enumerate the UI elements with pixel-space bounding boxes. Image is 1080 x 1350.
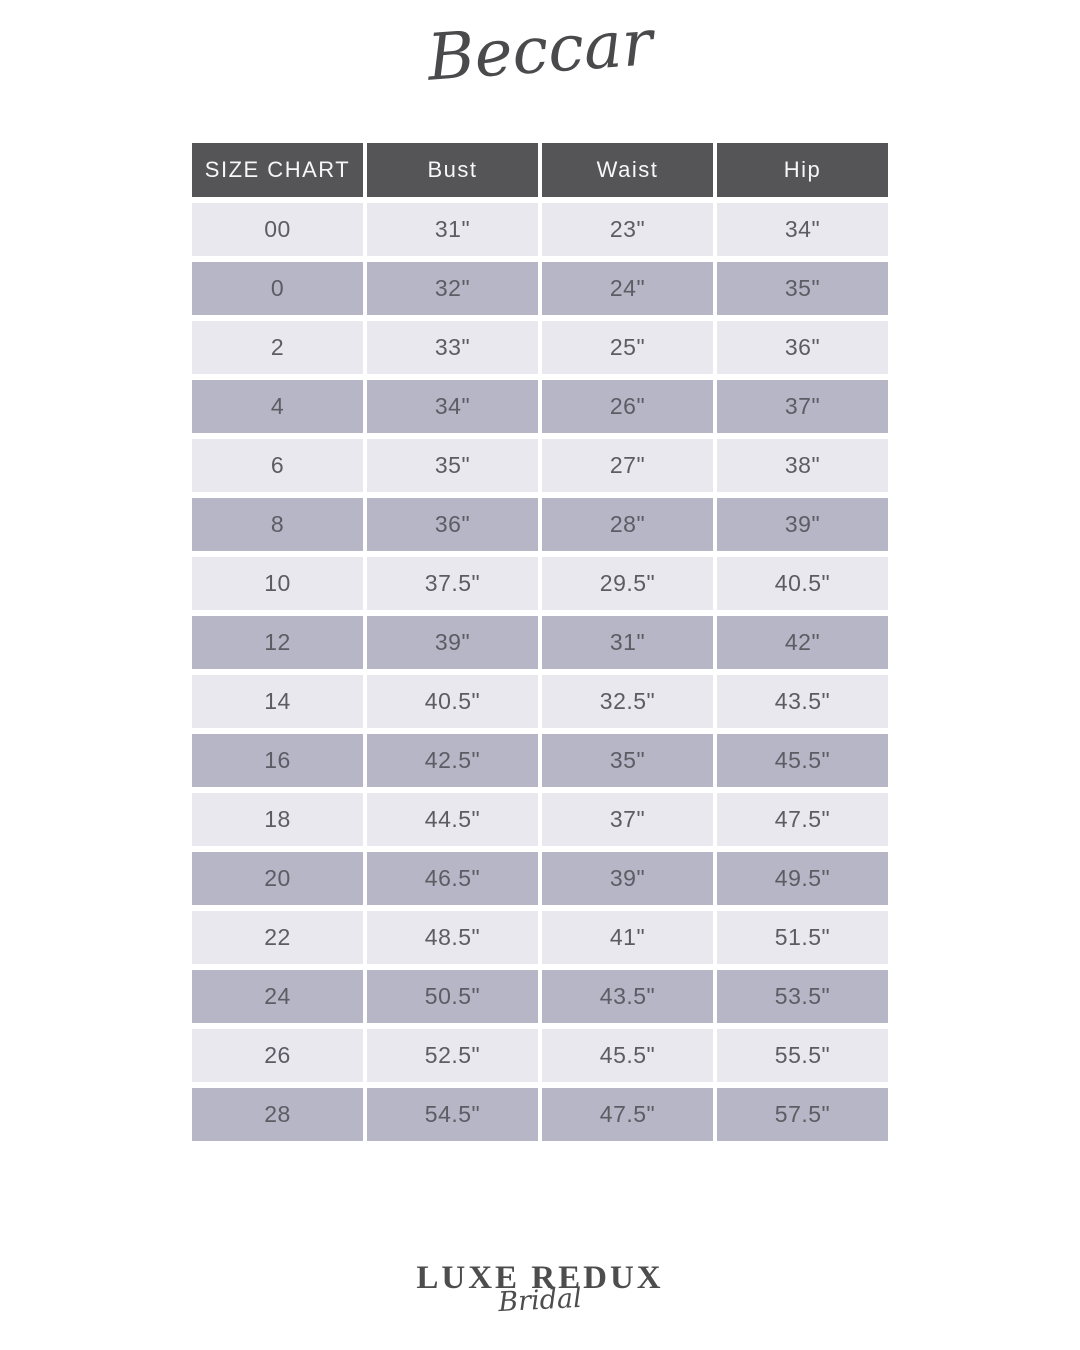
size-cell: 18 (192, 793, 363, 846)
measurement-cell: 53.5" (717, 970, 888, 1023)
measurement-cell: 34" (717, 203, 888, 256)
measurement-cell: 35" (542, 734, 713, 787)
measurement-cell: 32" (367, 262, 538, 315)
measurement-cell: 44.5" (367, 793, 538, 846)
measurement-cell: 42.5" (367, 734, 538, 787)
measurement-cell: 49.5" (717, 852, 888, 905)
measurement-cell: 35" (367, 439, 538, 492)
measurement-cell: 33" (367, 321, 538, 374)
measurement-cell: 45.5" (717, 734, 888, 787)
measurement-cell: 25" (542, 321, 713, 374)
measurement-cell: 31" (367, 203, 538, 256)
column-header: Hip (717, 143, 888, 197)
column-header: SIZE CHART (192, 143, 363, 197)
measurement-cell: 39" (542, 852, 713, 905)
measurement-cell: 36" (367, 498, 538, 551)
measurement-cell: 32.5" (542, 675, 713, 728)
measurement-cell: 37" (542, 793, 713, 846)
measurement-cell: 47.5" (542, 1088, 713, 1141)
measurement-cell: 37.5" (367, 557, 538, 610)
size-cell: 2 (192, 321, 363, 374)
measurement-cell: 43.5" (542, 970, 713, 1023)
measurement-cell: 29.5" (542, 557, 713, 610)
size-cell: 0 (192, 262, 363, 315)
size-cell: 10 (192, 557, 363, 610)
measurement-cell: 48.5" (367, 911, 538, 964)
measurement-cell: 28" (542, 498, 713, 551)
measurement-cell: 23" (542, 203, 713, 256)
measurement-cell: 35" (717, 262, 888, 315)
column-header: Bust (367, 143, 538, 197)
measurement-cell: 37" (717, 380, 888, 433)
column-header: Waist (542, 143, 713, 197)
measurement-cell: 52.5" (367, 1029, 538, 1082)
size-cell: 00 (192, 203, 363, 256)
measurement-cell: 40.5" (367, 675, 538, 728)
measurement-cell: 55.5" (717, 1029, 888, 1082)
measurement-cell: 50.5" (367, 970, 538, 1023)
measurement-cell: 24" (542, 262, 713, 315)
size-cell: 22 (192, 911, 363, 964)
measurement-cell: 36" (717, 321, 888, 374)
size-cell: 8 (192, 498, 363, 551)
size-cell: 4 (192, 380, 363, 433)
footer-logo-primary: LUXE REDUX (416, 1260, 664, 1296)
size-cell: 14 (192, 675, 363, 728)
measurement-cell: 43.5" (717, 675, 888, 728)
size-cell: 6 (192, 439, 363, 492)
measurement-cell: 46.5" (367, 852, 538, 905)
measurement-cell: 38" (717, 439, 888, 492)
measurement-cell: 40.5" (717, 557, 888, 610)
size-cell: 28 (192, 1088, 363, 1141)
measurement-cell: 57.5" (717, 1088, 888, 1141)
measurement-cell: 39" (717, 498, 888, 551)
measurement-cell: 45.5" (542, 1029, 713, 1082)
measurement-cell: 39" (367, 616, 538, 669)
measurement-cell: 31" (542, 616, 713, 669)
footer-logo: LUXE REDUX Bridal (0, 1260, 1080, 1318)
measurement-cell: 42" (717, 616, 888, 669)
size-cell: 16 (192, 734, 363, 787)
measurement-cell: 51.5" (717, 911, 888, 964)
measurement-cell: 26" (542, 380, 713, 433)
size-cell: 24 (192, 970, 363, 1023)
size-chart-table: SIZE CHART Bust Waist Hip 00 31" 23" 34" 0 32" 24"… (192, 143, 888, 1141)
brand-logo: Beccar (425, 6, 655, 96)
measurement-cell: 47.5" (717, 793, 888, 846)
size-cell: 20 (192, 852, 363, 905)
measurement-cell: 41" (542, 911, 713, 964)
measurement-cell: 34" (367, 380, 538, 433)
size-cell: 12 (192, 616, 363, 669)
size-cell: 26 (192, 1029, 363, 1082)
measurement-cell: 27" (542, 439, 713, 492)
measurement-cell: 54.5" (367, 1088, 538, 1141)
